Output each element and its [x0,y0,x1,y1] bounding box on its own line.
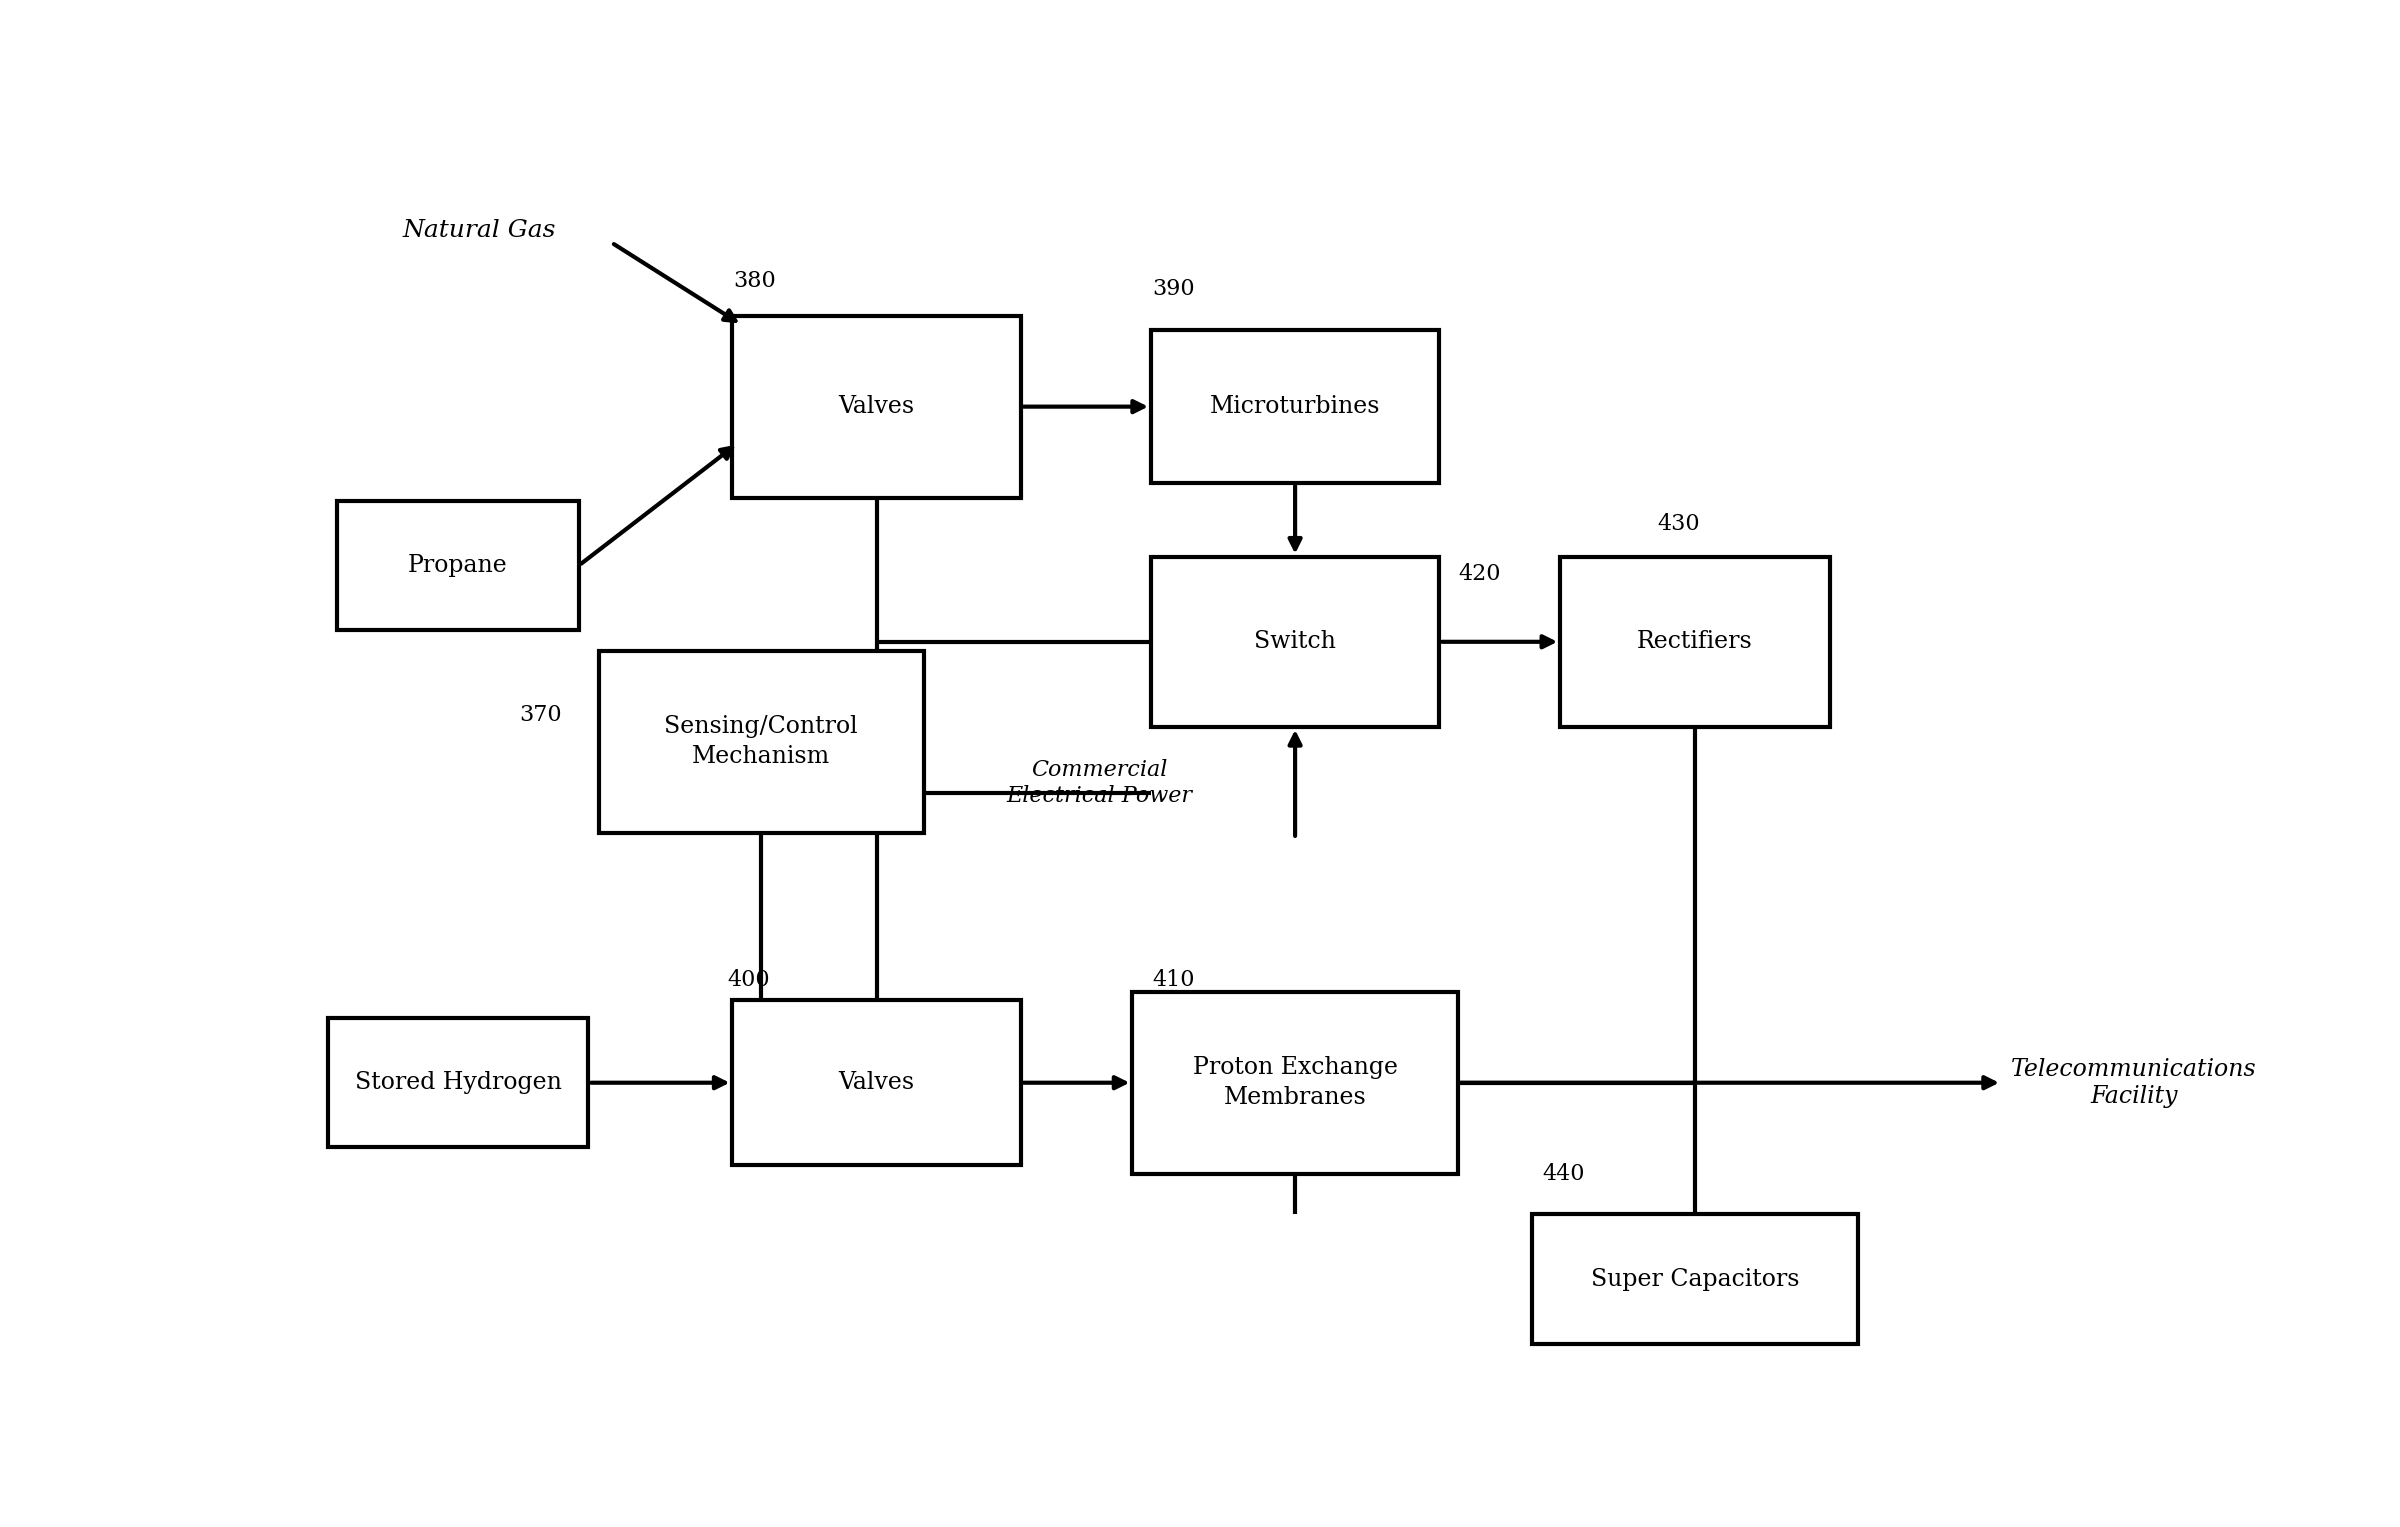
Bar [1152,330,1440,483]
Bar [329,1019,588,1147]
Bar [1531,1214,1858,1344]
Text: 400: 400 [727,970,770,991]
Text: Commercial
Electrical Power: Commercial Electrical Power [1008,759,1193,806]
Text: Sensing/Control
Mechanism: Sensing/Control Mechanism [665,715,859,768]
Text: 390: 390 [1152,278,1195,301]
Text: Switch: Switch [1255,631,1337,654]
Text: Stored Hydrogen: Stored Hydrogen [355,1072,562,1095]
Bar [1560,556,1829,727]
Bar [732,1000,1020,1165]
Text: Natural Gas: Natural Gas [403,218,557,241]
Bar [1152,556,1440,727]
Text: Microturbines: Microturbines [1210,395,1380,418]
Text: 420: 420 [1459,562,1502,585]
Bar [732,316,1020,498]
Text: 430: 430 [1658,513,1702,536]
Text: Super Capacitors: Super Capacitors [1591,1267,1800,1290]
Text: Propane: Propane [408,554,509,577]
Bar [336,501,578,631]
Text: 410: 410 [1152,970,1195,991]
Text: Telecommunications
Facility: Telecommunications Facility [2011,1058,2256,1107]
Text: 370: 370 [518,704,562,725]
Bar [1133,991,1457,1174]
Text: 380: 380 [734,270,775,292]
Text: 440: 440 [1543,1164,1584,1185]
Text: Rectifiers: Rectifiers [1637,631,1752,654]
Bar [598,651,924,832]
Text: Valves: Valves [838,1072,914,1095]
Text: Proton Exchange
Membranes: Proton Exchange Membranes [1193,1057,1397,1109]
Text: Valves: Valves [838,395,914,418]
